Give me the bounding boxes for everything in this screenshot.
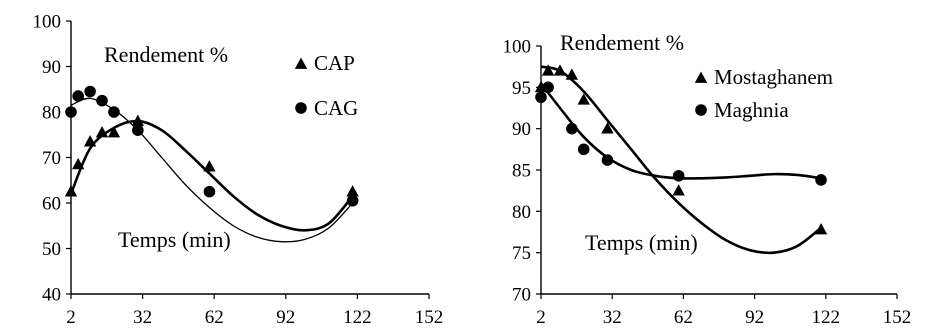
chart-0-series-0-point xyxy=(346,185,359,197)
chart-1-x-tick-label: 62 xyxy=(674,307,693,328)
chart-0-series-0-point xyxy=(107,125,121,138)
chart-1-x-tick-label: 92 xyxy=(745,307,764,328)
chart-1-series-0-point xyxy=(553,64,567,76)
chart-0-series-1-point xyxy=(203,185,216,198)
chart-1-x-tick-label: 32 xyxy=(603,307,622,328)
chart-1-series-0-point xyxy=(541,64,555,76)
chart-1-series-0-point xyxy=(565,68,579,80)
chart-1-legend-marker-1 xyxy=(695,104,707,116)
chart-1-rendement-label: Rendement % xyxy=(560,30,684,55)
chart-1-x-tick-label: 122 xyxy=(812,307,841,328)
chart-0-y-tick-label: 60 xyxy=(42,194,61,215)
chart-1-y-tick-label: 85 xyxy=(512,161,531,182)
chart-0-series-1-point xyxy=(132,124,144,136)
chart-0-x-tick-label: 92 xyxy=(276,307,295,328)
chart-0-series-0-point xyxy=(83,135,97,147)
chart-0-series-0-point xyxy=(71,157,85,170)
chart-1-series-1-point xyxy=(566,122,578,135)
chart-0-y-tick-label: 90 xyxy=(42,57,61,78)
chart-1-series-1-point xyxy=(601,154,614,166)
chart-0-y-tick-label: 70 xyxy=(42,148,61,169)
chart-0-series-0-fit-line xyxy=(69,119,354,232)
chart-1-x-tick-label: 2 xyxy=(536,307,546,328)
chart-0-y-tick-label: 80 xyxy=(42,103,61,124)
chart-1-series-0-fit-line xyxy=(540,65,822,255)
chart-1-y-tick-label: 90 xyxy=(512,119,531,140)
chart-0-series-0-point xyxy=(203,160,216,172)
chart-0-series-1-point xyxy=(346,194,359,207)
chart-0-legend-label-0: CAP xyxy=(314,51,355,75)
chart-0-y-tick-label: 50 xyxy=(42,239,61,260)
chart-1-series-1-point xyxy=(672,169,685,182)
chart-0-rendement-label: Rendement % xyxy=(104,42,228,67)
chart-0-series-0-point xyxy=(95,125,109,138)
chart-0-series-1-point xyxy=(65,106,77,118)
chart-1-y-tick-label: 95 xyxy=(512,78,531,99)
chart-0-y-tick-label: 40 xyxy=(42,285,61,306)
chart-1-series-1-point xyxy=(815,174,827,186)
chart-0-series-0-point xyxy=(131,114,145,126)
chart-0-legend-marker-0 xyxy=(294,57,308,69)
chart-1-y-tick-label: 80 xyxy=(512,202,531,223)
chart-0-x-tick-label: 122 xyxy=(343,307,372,328)
chart-0-series-0-point xyxy=(64,185,78,197)
chart-1-x-tick-label: 152 xyxy=(883,307,912,328)
chart-0-legend-marker-1 xyxy=(295,102,307,114)
chart-1-series-0-point xyxy=(672,184,685,196)
chart-1-series-0-point xyxy=(577,93,590,105)
chart-0-x-tick-label: 152 xyxy=(415,307,444,328)
chart-0-series-1-point xyxy=(72,90,84,102)
chart-1-y-tick-label: 75 xyxy=(512,243,531,264)
chart-0-x-tick-label: 62 xyxy=(205,307,224,328)
chart-0-legend-label-1: CAG xyxy=(314,96,358,120)
chart-0-y-tick-label: 100 xyxy=(33,12,62,33)
chart-1-y-tick-label: 70 xyxy=(512,285,531,306)
chart-1-series-1-point xyxy=(542,81,554,94)
chart-1-series-1-point xyxy=(577,143,590,156)
chart-1-y-tick-label: 100 xyxy=(503,37,532,58)
chart-1-series-0-point xyxy=(601,122,614,134)
chart-0-series-1-point xyxy=(108,106,120,118)
chart-1-legend-label-1: Maghnia xyxy=(714,98,789,122)
chart-0-series-1-point xyxy=(84,85,96,98)
chart-1-temps-label: Temps (min) xyxy=(585,230,698,255)
chart-1-legend-label-0: Mostaghanem xyxy=(714,65,833,89)
chart-1-series-0-point xyxy=(814,223,828,235)
chart-0-temps-label: Temps (min) xyxy=(118,227,231,252)
chart-1-series-1-point xyxy=(535,91,547,104)
chart-0-x-tick-label: 2 xyxy=(66,307,76,328)
chart-0-x-tick-label: 32 xyxy=(133,307,152,328)
chart-1-legend-marker-0 xyxy=(694,71,708,83)
chart-0-series-1-point xyxy=(96,94,108,107)
